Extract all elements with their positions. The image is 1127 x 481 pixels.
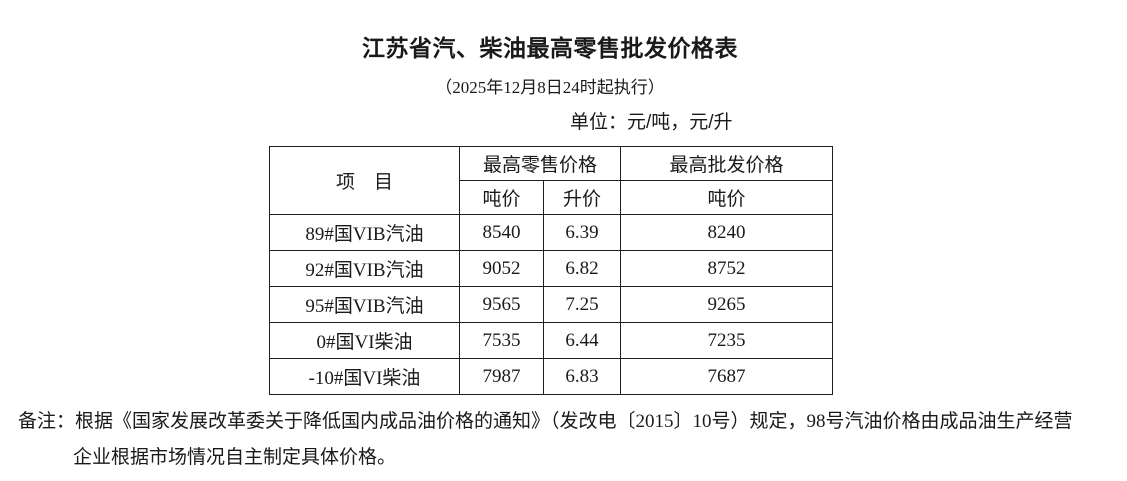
retail-ton-cell: 7987	[459, 358, 544, 395]
header-retail-group-cell: 最高零售价格	[458, 146, 622, 181]
header-row-groups: 项 目 最高零售价格 最高批发价格	[269, 146, 834, 215]
retail-liter-cell: 6.39	[542, 214, 622, 251]
footnote: 备注：根据《国家发展改革委关于降低国内成品油价格的通知》（发改电〔2015〕10…	[18, 404, 1118, 476]
wholesale-ton-cell: 7235	[620, 322, 834, 359]
price-table: 项 目 最高零售价格 最高批发价格 吨价 升价 吨价 89#国VIB汽油 854…	[269, 146, 834, 395]
table-row: -10#国VI柴油 7987 6.83 7687	[269, 358, 834, 395]
table-row: 89#国VIB汽油 8540 6.39 8240	[269, 214, 834, 251]
price-table-body: 89#国VIB汽油 8540 6.39 8240 92#国VIB汽油 9052 …	[269, 214, 834, 395]
table-row: 92#国VIB汽油 9052 6.82 8752	[269, 250, 834, 287]
retail-liter-cell: 6.83	[542, 358, 622, 395]
wholesale-ton-cell: 8752	[620, 250, 834, 287]
header-item-cell: 项 目	[269, 146, 460, 215]
retail-ton-cell: 7535	[459, 322, 544, 359]
retail-liter-cell: 6.82	[542, 250, 622, 287]
table-row: 95#国VIB汽油 9565 7.25 9265	[269, 286, 834, 323]
wholesale-ton-cell: 7687	[620, 358, 834, 395]
retail-ton-cell: 8540	[459, 214, 544, 251]
page-subtitle: （2025年12月8日24时起执行）	[435, 78, 665, 97]
retail-liter-cell: 6.44	[542, 322, 622, 359]
price-table-header: 项 目 最高零售价格 最高批发价格 吨价 升价 吨价	[269, 146, 834, 215]
retail-ton-cell: 9052	[459, 250, 544, 287]
item-cell: 92#国VIB汽油	[269, 250, 460, 287]
footnote-line-2: 企业根据市场情况自主制定具体价格。	[73, 447, 397, 468]
item-cell: 0#国VI柴油	[269, 322, 460, 359]
unit-label: 单位：元/吨，元/升	[570, 112, 733, 133]
page-title: 江苏省汽、柴油最高零售批发价格表	[362, 35, 738, 61]
item-cell: -10#国VI柴油	[269, 358, 460, 395]
retail-ton-cell: 9565	[459, 286, 544, 323]
item-cell: 89#国VIB汽油	[269, 214, 460, 251]
wholesale-ton-cell: 9265	[620, 286, 834, 323]
retail-liter-cell: 7.25	[542, 286, 622, 323]
header-retail-ton-cell: 吨价	[459, 180, 544, 215]
table-row: 0#国VI柴油 7535 6.44 7235	[269, 322, 834, 359]
header-wholesale-group-cell: 最高批发价格	[620, 146, 834, 181]
footnote-line-1: 备注：根据《国家发展改革委关于降低国内成品油价格的通知》（发改电〔2015〕10…	[18, 411, 1073, 432]
header-retail-liter-cell: 升价	[542, 180, 622, 215]
wholesale-ton-cell: 8240	[620, 214, 834, 251]
item-cell: 95#国VIB汽油	[269, 286, 460, 323]
header-wholesale-ton-cell: 吨价	[620, 180, 834, 215]
